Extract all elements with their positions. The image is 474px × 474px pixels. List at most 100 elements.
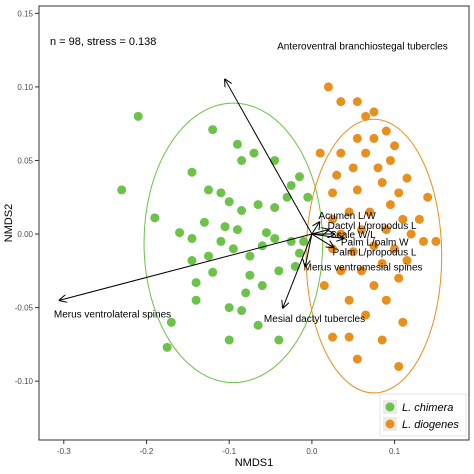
data-point (394, 273, 404, 283)
x-axis-label: NMDS1 (235, 457, 274, 469)
data-point (344, 295, 354, 305)
vector-label: Dactyl L/propodus L (328, 221, 417, 232)
data-point (187, 167, 197, 177)
vector-label: Scale W/L (330, 230, 376, 241)
vector-arrow (60, 233, 313, 300)
legend-swatch (385, 402, 395, 412)
data-point (216, 188, 226, 198)
data-point (241, 288, 251, 298)
data-point (245, 251, 255, 261)
data-point (294, 248, 304, 258)
vector-arrow (283, 233, 313, 308)
data-point (303, 192, 313, 202)
data-point (352, 185, 362, 195)
data-point (419, 236, 429, 246)
vector-arrow (311, 230, 329, 234)
y-tick-label: 0.15 (17, 9, 33, 18)
data-point (369, 107, 379, 117)
data-point (344, 207, 354, 217)
data-point (348, 247, 358, 257)
data-point (406, 229, 416, 239)
data-point (390, 244, 400, 254)
data-point (365, 207, 375, 217)
data-point (357, 225, 366, 235)
y-tick-label: -0.05 (15, 304, 34, 313)
data-point (228, 244, 238, 254)
vector-label: Acumen L/W (319, 211, 377, 222)
data-point (394, 188, 404, 198)
data-point (299, 236, 309, 246)
data-point (208, 267, 218, 277)
data-point (352, 133, 362, 143)
y-tick-label: 0.05 (17, 156, 33, 165)
y-tick-label: 0.00 (17, 230, 33, 239)
data-point (315, 148, 325, 158)
data-point (369, 281, 379, 291)
data-point (381, 295, 391, 305)
y-tick-label: 0.10 (17, 83, 33, 92)
data-point (328, 188, 338, 198)
data-point (270, 233, 280, 243)
data-point (117, 185, 127, 195)
legend-label: L. chimera (402, 402, 453, 414)
data-point (208, 125, 218, 135)
legend-swatch (385, 419, 395, 429)
vector-arrow (225, 80, 313, 235)
data-point (377, 258, 387, 268)
data-points (117, 82, 441, 371)
x-axis: -0.3 -0.2 -0.1 0.0 0.1 (57, 440, 401, 456)
vector-arrow (311, 222, 319, 235)
data-point (394, 361, 404, 371)
data-point (282, 192, 292, 202)
data-point (348, 163, 358, 173)
data-point (414, 214, 424, 224)
ellipse-l--chimera (143, 102, 324, 384)
vector-label: Merus ventromesial spines (304, 262, 423, 273)
data-point (191, 278, 201, 288)
legend: L. chimera L. diogenes (379, 393, 467, 437)
data-point (204, 251, 214, 261)
data-point (361, 148, 371, 158)
data-point (357, 266, 366, 276)
data-point (361, 111, 371, 121)
data-point (369, 133, 379, 143)
data-point (253, 200, 263, 210)
data-point (175, 228, 185, 238)
data-point (373, 163, 383, 173)
data-point (336, 266, 346, 276)
data-point (204, 185, 214, 195)
vector-arrow (311, 233, 334, 247)
y-tick-label: -0.10 (15, 377, 34, 386)
data-point (361, 310, 371, 320)
vector-label: Palm L/palm W (341, 237, 409, 248)
data-point (162, 342, 172, 352)
legend-label: L. diogenes (402, 419, 459, 431)
data-point (253, 320, 263, 330)
data-point (328, 214, 338, 224)
data-point (237, 155, 247, 165)
data-point (187, 233, 197, 243)
data-point (402, 256, 412, 266)
vector-label: Anteroventral branchiostegal tubercles (277, 42, 448, 53)
data-point (431, 236, 441, 246)
data-point (381, 225, 391, 235)
data-point (323, 82, 333, 92)
x-tick-label: -0.2 (140, 447, 154, 456)
vector-arrow (305, 233, 313, 266)
data-point (352, 354, 362, 364)
data-point (290, 261, 300, 271)
data-point (336, 148, 346, 158)
data-point (237, 306, 247, 316)
data-point (133, 111, 143, 121)
data-point (423, 192, 433, 202)
data-point (332, 170, 342, 180)
data-point (270, 203, 280, 213)
data-point (377, 335, 387, 345)
data-point (294, 172, 304, 182)
data-point (199, 217, 209, 227)
stress-annotation: n = 98, stress = 0.138 (50, 36, 156, 48)
data-point (187, 256, 197, 266)
y-axis: -0.10 -0.05 0.00 0.05 0.10 0.15 (15, 9, 39, 386)
data-point (220, 222, 230, 232)
x-tick-label: 0.1 (389, 447, 401, 456)
